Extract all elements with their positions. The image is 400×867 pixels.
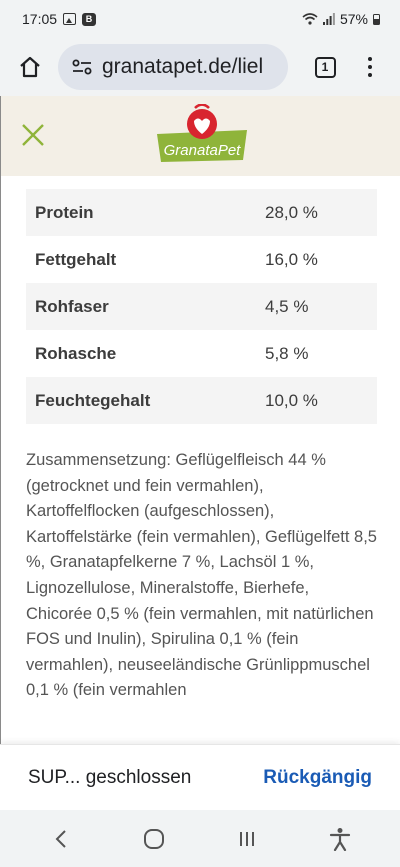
recents-icon xyxy=(239,831,254,846)
page-edge-divider xyxy=(0,96,1,744)
nutrient-value: 4,5 % xyxy=(265,296,309,316)
composition-text: Zusammensetzung: Geflügelfleisch 44 % (g… xyxy=(26,451,377,700)
undo-button[interactable]: Rückgängig xyxy=(263,766,372,788)
overflow-menu-button[interactable] xyxy=(360,50,380,84)
nutrient-value: 5,8 % xyxy=(265,343,309,363)
home-icon xyxy=(20,56,40,78)
nutrient-name: Rohasche xyxy=(35,343,117,363)
table-row: Fettgehalt 16,0 % xyxy=(26,236,377,283)
accessibility-icon xyxy=(329,827,350,851)
nutrient-value: 16,0 % xyxy=(265,249,318,269)
table-row: Feuchtegehalt 10,0 % xyxy=(26,377,377,424)
status-time: 17:05 xyxy=(22,11,58,27)
back-button[interactable] xyxy=(41,819,81,859)
tab-count: 1 xyxy=(314,56,336,78)
battery-icon xyxy=(373,13,380,25)
url-text[interactable]: granatapet.de/liel xyxy=(102,55,264,78)
logo-text: GranataPet xyxy=(164,142,242,159)
nutrient-value: 28,0 % xyxy=(265,202,318,222)
table-row: Rohfaser 4,5 % xyxy=(26,283,377,330)
snackbar-message: SUP... geschlossen xyxy=(28,766,192,788)
status-bar: 17:05 B 57% xyxy=(0,0,400,38)
home-circle-icon xyxy=(143,828,164,849)
table-row: Rohasche 5,8 % xyxy=(26,330,377,377)
site-header: GranataPet xyxy=(0,96,400,176)
web-page: GranataPet Protein 28,0 % Fettgehalt 16,… xyxy=(0,96,400,744)
tab-switcher-button[interactable]: 1 xyxy=(308,50,342,84)
snackbar: SUP... geschlossen Rückgängig xyxy=(0,744,400,810)
home-button[interactable] xyxy=(8,45,52,89)
recents-button[interactable] xyxy=(227,819,267,859)
menu-dot-icon xyxy=(368,73,372,77)
nutrient-table: Protein 28,0 % Fettgehalt 16,0 % Rohfase… xyxy=(26,189,377,424)
b-notification-icon: B xyxy=(82,12,97,26)
table-row: Protein 28,0 % xyxy=(26,189,377,236)
site-settings-icon[interactable] xyxy=(72,59,92,75)
nutrient-name: Rohfaser xyxy=(35,296,109,316)
menu-dot-icon xyxy=(368,57,372,61)
nutrient-name: Fettgehalt xyxy=(35,249,117,269)
wifi-icon xyxy=(302,13,318,25)
nutrient-value: 10,0 % xyxy=(265,390,318,410)
accessibility-button[interactable] xyxy=(320,819,360,859)
menu-dot-icon xyxy=(368,65,372,69)
close-icon[interactable] xyxy=(20,122,46,148)
back-chevron-icon xyxy=(55,829,66,848)
nutrient-name: Protein xyxy=(35,202,94,222)
nutrient-name: Feuchtegehalt xyxy=(35,390,151,410)
navigation-bar xyxy=(0,810,400,867)
url-bar[interactable]: granatapet.de/liel xyxy=(58,44,288,90)
granatapet-logo[interactable]: GranataPet xyxy=(155,104,249,164)
browser-toolbar: granatapet.de/liel 1 xyxy=(0,38,400,96)
signal-icon xyxy=(322,13,335,25)
gallery-notification-icon xyxy=(63,13,77,25)
battery-percent: 57% xyxy=(339,11,368,27)
home-nav-button[interactable] xyxy=(134,819,174,859)
